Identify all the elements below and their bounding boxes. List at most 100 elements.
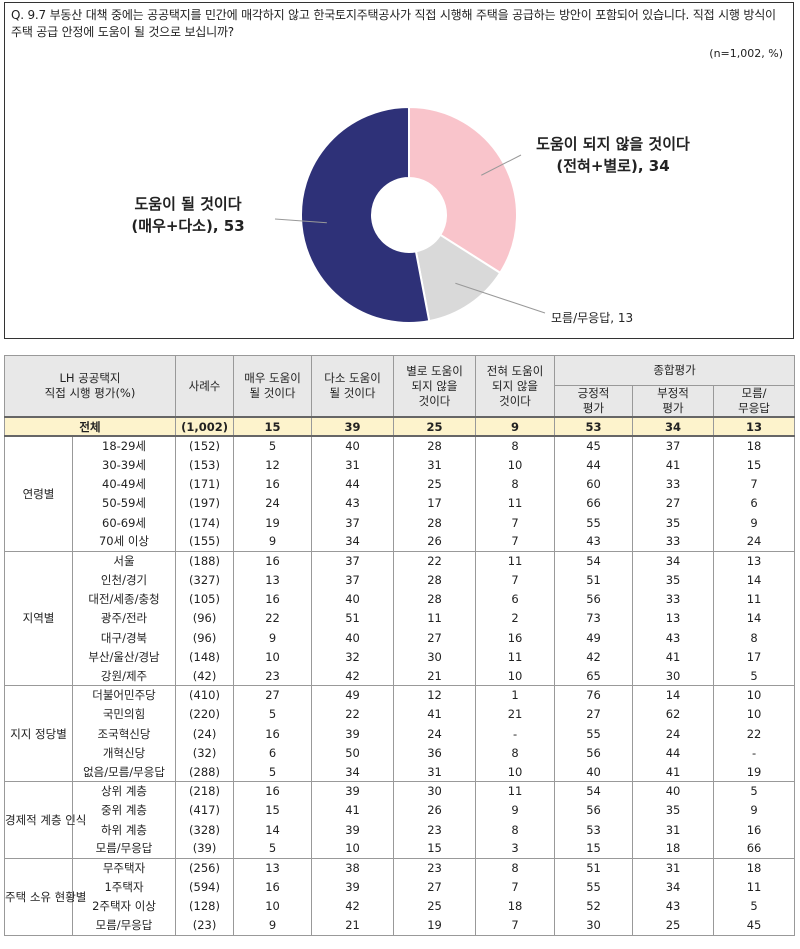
row-value: 16: [713, 819, 796, 840]
row-value: 37: [632, 435, 715, 456]
row-value: 54: [554, 550, 634, 571]
row-value: 25: [393, 474, 477, 494]
row-value: 42: [311, 896, 395, 916]
row-value: 41: [632, 647, 715, 667]
row-value: 5: [713, 781, 796, 801]
row-value: 21: [311, 915, 395, 936]
row-value: 16: [233, 474, 313, 494]
row-label: 중위 계층: [72, 800, 177, 820]
row-value: 14: [233, 819, 313, 840]
row-value: 27: [233, 685, 313, 705]
row-value: 9: [233, 628, 313, 648]
row-value: 51: [311, 608, 395, 629]
row-value: 8: [475, 743, 556, 763]
row-value: 39: [311, 781, 395, 801]
row-value: 73: [554, 608, 634, 629]
row-label: 인천/경기: [72, 570, 177, 590]
row-value: 44: [632, 743, 715, 763]
row-label: 50-59세: [72, 493, 177, 513]
row-value: 24: [713, 532, 796, 552]
row-value: 18: [713, 857, 796, 878]
row-value: 42: [554, 647, 634, 667]
row-value: 7: [475, 915, 556, 936]
row-value: 53: [554, 819, 634, 840]
row-value: 5: [713, 666, 796, 687]
row-value: 23: [393, 819, 477, 840]
row-value: 43: [632, 628, 715, 648]
row-label: 광주/전라: [72, 608, 177, 629]
row-value: 16: [233, 877, 313, 897]
header-not-helpful-at-all: 전혀 도움이 되지 않을 것이다: [475, 355, 556, 418]
row-value: 8: [475, 819, 556, 840]
row-count: (417): [175, 800, 235, 820]
row-value: 14: [713, 608, 796, 629]
table-row: 2주택자 이상 (128) 10 42 25 18 52 43 5: [5, 896, 796, 916]
question-text: Q. 9.7 부동산 대책 중에는 공공택지를 민간에 매각하지 않고 한국토지…: [11, 8, 776, 39]
row-value: 30: [554, 915, 634, 936]
row-value: -: [713, 743, 796, 763]
slice-negative: [408, 105, 518, 275]
row-value: 10: [311, 839, 395, 859]
row-label: 하위 계층: [72, 819, 177, 840]
header-not-very-helpful: 별로 도움이 되지 않을 것이다: [393, 355, 477, 418]
row-value: 53: [554, 415, 634, 438]
row-value: 11: [475, 493, 556, 513]
row-value: 10: [713, 704, 796, 724]
row-value: 50: [311, 743, 395, 763]
row-label: 대전/세종/충청: [72, 589, 177, 609]
row-value: 10: [475, 666, 556, 687]
header-very-helpful: 매우 도움이 될 것이다: [233, 355, 313, 418]
table-row: 개혁신당 (32) 6 50 36 8 56 44-: [5, 743, 796, 763]
row-value: 39: [311, 415, 395, 438]
row-label: 없음/모름/무응답: [72, 762, 177, 783]
group-label: 지역별: [4, 550, 73, 687]
table-row: 70세 이상 (155) 9 34 26 7 43 33 24: [5, 532, 796, 552]
row-count: (188): [175, 550, 235, 571]
row-value: 10: [475, 455, 556, 475]
row-value: 22: [393, 550, 477, 571]
row-count: (220): [175, 704, 235, 724]
row-value: 5: [233, 762, 313, 783]
row-value: 43: [632, 896, 715, 916]
row-value: 38: [311, 857, 395, 878]
table-row: 경제적 계층 인식 상위 계층 (218) 16 39 30 11 54 40 5: [4, 781, 796, 859]
row-label: 대구/경북: [72, 628, 177, 648]
row-value: 25: [393, 896, 477, 916]
row-value: 30: [393, 781, 477, 801]
row-value: 34: [311, 532, 395, 552]
row-count: (174): [175, 512, 235, 533]
row-count: (153): [175, 455, 235, 475]
table-row: 대전/세종/충청 (105) 16 40 28 6 56 33 11: [5, 589, 796, 609]
row-label: 무주택자: [72, 857, 177, 878]
row-value: 10: [713, 685, 796, 705]
row-value: 55: [554, 512, 634, 533]
slice-label-unknown: 모름/무응답, 13: [551, 311, 634, 325]
row-value: 8: [475, 474, 556, 494]
row-value: 62: [632, 704, 715, 724]
row-count: (105): [175, 589, 235, 609]
row-label: 부산/울산/경남: [72, 647, 177, 667]
row-value: 8: [475, 435, 556, 456]
row-label: 1주택자: [72, 877, 177, 897]
row-value: 27: [393, 877, 477, 897]
row-count: (410): [175, 685, 235, 705]
row-value: 51: [554, 857, 634, 878]
leader-line: [274, 218, 327, 224]
row-count: (152): [175, 435, 235, 456]
row-value: 22: [713, 724, 796, 744]
row-count: (128): [175, 896, 235, 916]
row-label: 전체: [3, 415, 177, 438]
header-overall: 종합평가: [554, 355, 796, 386]
row-value: 39: [311, 819, 395, 840]
row-value: 26: [393, 532, 477, 552]
row-value: 35: [632, 570, 715, 590]
row-value: 17: [393, 493, 477, 513]
row-value: 15: [554, 839, 634, 859]
table-row: 지지 정당별 더불어민주당 (410) 27 49 12 1 76 14 10: [4, 685, 796, 783]
row-label: 모름/무응답: [72, 915, 177, 936]
row-count: (288): [175, 762, 235, 783]
row-value: 65: [554, 666, 634, 687]
row-value: 17: [713, 647, 796, 667]
row-value: 55: [554, 724, 634, 744]
row-value: 15: [713, 455, 796, 475]
